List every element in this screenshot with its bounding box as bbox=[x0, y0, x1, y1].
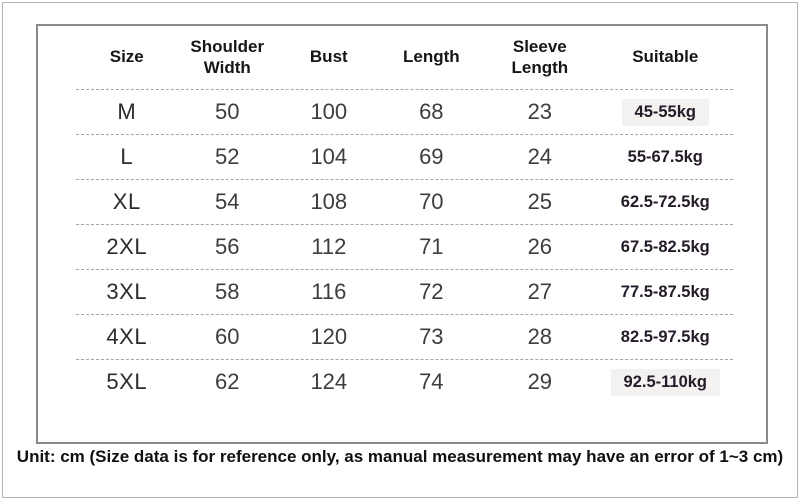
shoulder-width-cell: 58 bbox=[215, 279, 240, 304]
suitable-badge: 55-67.5kg bbox=[627, 147, 703, 166]
size-cell: 4XL bbox=[106, 324, 148, 349]
table-row: 3XL 58 116 72 27 77.5-87.5kg bbox=[76, 269, 733, 314]
sleeve-length-cell: 27 bbox=[527, 279, 553, 304]
shoulder-width-cell: 50 bbox=[215, 99, 240, 124]
size-cell: XL bbox=[112, 189, 141, 214]
length-cell: 73 bbox=[419, 324, 444, 349]
table-row: 4XL 60 120 73 28 82.5-97.5kg bbox=[76, 314, 733, 359]
bust-cell: 112 bbox=[311, 234, 347, 259]
suitable-cell: 77.5-87.5kg bbox=[608, 279, 723, 306]
sleeve-length-cell: 24 bbox=[527, 144, 553, 169]
bust-cell: 124 bbox=[310, 369, 348, 394]
suitable-badge: 67.5-82.5kg bbox=[620, 237, 710, 256]
suitable-badge: 77.5-87.5kg bbox=[620, 282, 710, 301]
suitable-cell: 55-67.5kg bbox=[615, 144, 716, 171]
size-chart-table: Size Shoulder Width Bust Length Sleeve L… bbox=[36, 24, 768, 444]
column-header-shoulder-width: Shoulder Width bbox=[190, 36, 265, 77]
suitable-cell: 67.5-82.5kg bbox=[608, 234, 723, 261]
size-cell: M bbox=[117, 99, 137, 124]
column-header-bust: Bust bbox=[309, 47, 348, 67]
length-cell: 69 bbox=[419, 144, 444, 169]
shoulder-width-cell: 56 bbox=[215, 234, 240, 259]
table-body: M 50 100 68 23 45-55kg L 52 104 69 24 55… bbox=[76, 89, 733, 404]
suitable-badge: 82.5-97.5kg bbox=[620, 327, 710, 346]
length-cell: 72 bbox=[419, 279, 444, 304]
table-header-row: Size Shoulder Width Bust Length Sleeve L… bbox=[76, 26, 733, 89]
suitable-cell: 45-55kg bbox=[621, 98, 709, 126]
bust-cell: 108 bbox=[310, 189, 348, 214]
sleeve-length-cell: 25 bbox=[527, 189, 553, 214]
suitable-cell: 62.5-72.5kg bbox=[608, 189, 723, 216]
table-row: L 52 104 69 24 55-67.5kg bbox=[76, 134, 733, 179]
bust-cell: 116 bbox=[311, 279, 347, 304]
table-row: 5XL 62 124 74 29 92.5-110kg bbox=[76, 359, 733, 404]
column-header-length: Length bbox=[402, 47, 460, 67]
shoulder-width-cell: 62 bbox=[215, 369, 240, 394]
length-cell: 71 bbox=[419, 234, 444, 259]
sleeve-length-cell: 26 bbox=[527, 234, 553, 259]
bust-cell: 100 bbox=[310, 99, 348, 124]
shoulder-width-cell: 52 bbox=[215, 144, 240, 169]
size-cell: 3XL bbox=[106, 279, 148, 304]
column-header-size: Size bbox=[109, 47, 144, 67]
size-cell: 2XL bbox=[106, 234, 148, 259]
bust-cell: 104 bbox=[310, 144, 348, 169]
suitable-badge: 45-55kg bbox=[621, 98, 709, 126]
table-row: M 50 100 68 23 45-55kg bbox=[76, 89, 733, 134]
size-cell: 5XL bbox=[106, 369, 148, 394]
table-row: 2XL 56 112 71 26 67.5-82.5kg bbox=[76, 224, 733, 269]
unit-note: Unit: cm (Size data is for reference onl… bbox=[16, 447, 784, 466]
table-row: XL 54 108 70 25 62.5-72.5kg bbox=[76, 179, 733, 224]
length-cell: 70 bbox=[419, 189, 444, 214]
sleeve-length-cell: 29 bbox=[527, 369, 553, 394]
column-header-suitable: Suitable bbox=[632, 47, 699, 67]
shoulder-width-cell: 54 bbox=[215, 189, 240, 214]
shoulder-width-cell: 60 bbox=[215, 324, 240, 349]
suitable-badge: 62.5-72.5kg bbox=[620, 192, 710, 211]
sleeve-length-cell: 28 bbox=[527, 324, 553, 349]
column-header-sleeve-length: Sleeve Length bbox=[511, 36, 569, 77]
suitable-badge: 92.5-110kg bbox=[610, 368, 720, 396]
length-cell: 74 bbox=[419, 369, 444, 394]
suitable-cell: 92.5-110kg bbox=[610, 368, 720, 396]
size-cell: L bbox=[120, 144, 134, 169]
bust-cell: 120 bbox=[310, 324, 348, 349]
sleeve-length-cell: 23 bbox=[527, 99, 553, 124]
length-cell: 68 bbox=[419, 99, 444, 124]
suitable-cell: 82.5-97.5kg bbox=[608, 324, 723, 351]
